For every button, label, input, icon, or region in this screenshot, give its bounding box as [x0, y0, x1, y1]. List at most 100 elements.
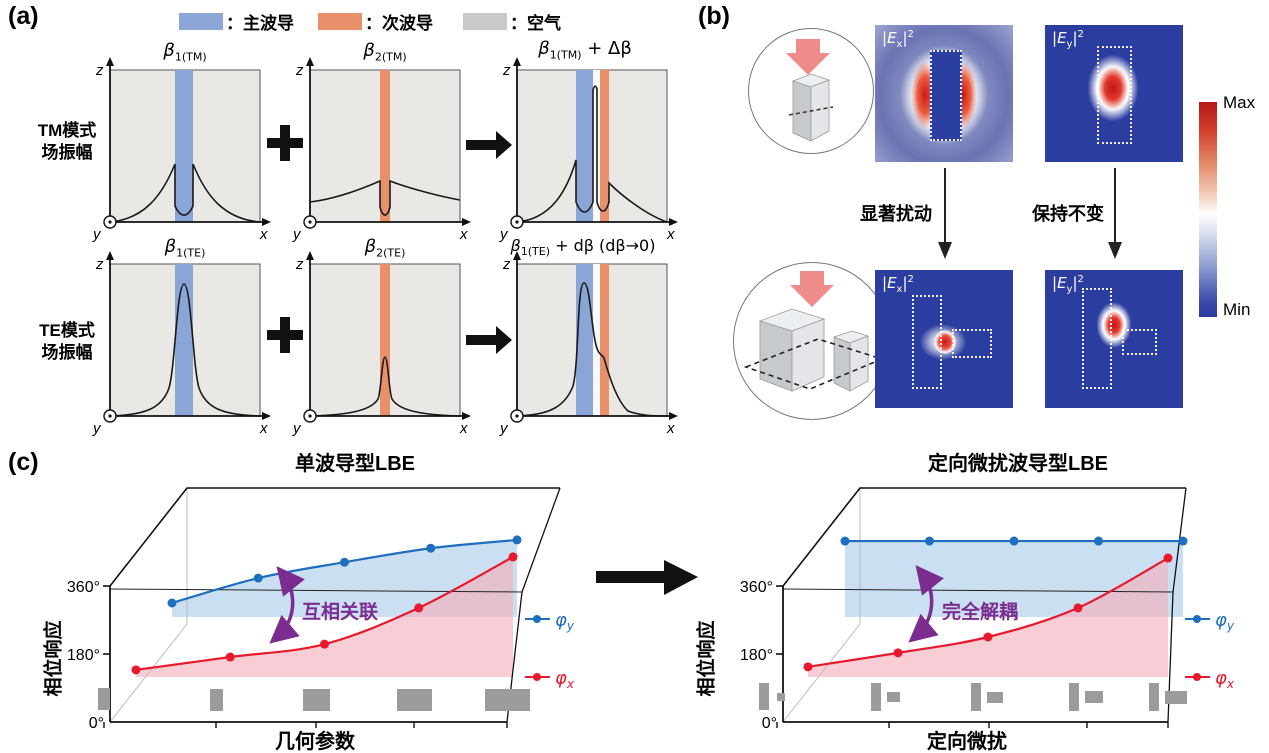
waveguide-outline [1097, 45, 1132, 145]
gap-stripe [593, 264, 600, 416]
decoupling-arrow-icon [908, 565, 944, 643]
z-axis-arrow-icon [306, 57, 314, 66]
x-axis-arrow-icon [462, 412, 471, 420]
svg-text:x: x [666, 226, 675, 242]
single-waveguide-3d-view [748, 28, 874, 154]
main-waveguide-outline [912, 294, 943, 389]
colorbar-max-label: Max [1223, 93, 1256, 112]
te-secondary-waveguide-plot: z x y [292, 251, 471, 436]
ex-intensity-map-single: |Ex|2 [875, 25, 1013, 162]
chart1-annotation: 互相关联 [302, 600, 378, 623]
ytick-360: 360° [740, 579, 773, 596]
svg-text:z: z [295, 62, 304, 79]
tm-coupled-plot: z x y [499, 57, 678, 242]
svg-text:y: y [92, 420, 102, 436]
te-perturbed-field-curve [516, 282, 668, 417]
colorbar [1199, 102, 1217, 317]
main-waveguide-outline [1082, 287, 1113, 389]
phase-response-chart-single: 0° 180° 360° 互相关联 φy φx [67, 487, 575, 732]
beta1-te-label: β1(TE) [164, 236, 206, 260]
beta2-te-label: β2(TE) [364, 236, 406, 260]
tm-field-curve [309, 179, 461, 216]
chart1-title: 单波导型LBE [295, 453, 415, 475]
te-main-waveguide-plot: z x y [92, 251, 271, 436]
svg-text:x: x [459, 226, 468, 242]
ey-map-label: |Ey|2 [1052, 29, 1084, 50]
ytick-0: 0° [89, 715, 104, 732]
te-field-curve [309, 356, 461, 417]
panel-c-label: (c) [8, 448, 39, 476]
secondary-waveguide-stripe [600, 264, 609, 416]
press-arrow-icon [786, 39, 830, 75]
unchanged-annotation: 保持不变 [1032, 204, 1104, 224]
svg-text:φy: φy [1215, 610, 1235, 633]
svg-text:φy: φy [555, 610, 575, 633]
legend-air: ：空气 [463, 9, 561, 34]
z-axis-arrow-icon [306, 251, 314, 260]
panel-a-label: (a) [8, 2, 39, 30]
main-waveguide-stripe [576, 264, 593, 416]
te-coupled-plot: z x y [499, 251, 678, 436]
svg-text:z: z [502, 62, 511, 79]
beta2-tm-label: β2(TM) [363, 40, 407, 64]
tm-secondary-waveguide-plot: z x y [292, 57, 471, 242]
perturbation-icons [759, 683, 1187, 711]
svg-text:y: y [292, 420, 302, 436]
down-arrow-icon [938, 168, 952, 259]
phase-response-chart-perturbed: 0° 180° 360° 完全解耦 φy φx [740, 487, 1235, 732]
svg-text:y: y [499, 226, 509, 242]
perturbation-outline [952, 329, 993, 359]
svg-text:z: z [502, 256, 511, 273]
main-waveguide-stripe [175, 70, 193, 222]
z-axis-arrow-icon [106, 57, 114, 66]
svg-text:x: x [459, 420, 468, 436]
perturbed-waveguide-3d-icon [743, 271, 885, 392]
svg-text:x: x [666, 420, 675, 436]
perturbation-outline [1122, 329, 1157, 356]
cross-section-line [788, 106, 834, 116]
ex-intensity-map-perturbed: |Ex|2 [875, 270, 1013, 408]
svg-text:x: x [259, 420, 268, 436]
ytick-180: 180° [740, 647, 773, 664]
chart2-title: 定向微扰波导型LBE [928, 453, 1108, 475]
svg-text:y: y [499, 420, 509, 436]
coupling-arrow-icon [269, 566, 305, 644]
svg-text:φx: φx [555, 668, 575, 691]
x-axis-arrow-icon [262, 218, 271, 226]
transform-arrow-icon [596, 560, 698, 595]
legend-secondary-waveguide: ：次波导 [318, 9, 433, 34]
chart1-legend: φy φx [525, 610, 575, 691]
secondary-waveguide-stripe [380, 70, 390, 222]
colorbar-min-label: Min [1223, 300, 1251, 319]
perturbed-annotation: 显著扰动 [860, 204, 932, 224]
arrow-right-icon [466, 131, 512, 159]
secondary-waveguide-stripe [600, 70, 609, 222]
down-arrow-icon [1108, 168, 1122, 259]
chart2-annotation: 完全解耦 [942, 600, 1018, 623]
tm-main-waveguide-plot: z x y [92, 57, 271, 242]
main-waveguide-stripe [175, 264, 193, 416]
plus-icon [267, 317, 303, 353]
beta1-tm-label: β1(TM) [163, 40, 207, 64]
ex-map-label: |Ex|2 [882, 29, 914, 50]
main-waveguide-stripe [576, 70, 593, 222]
x-axis-arrow-icon [462, 218, 471, 226]
x-axis-label: x [259, 226, 268, 242]
secondary-waveguide-swatch [318, 13, 362, 30]
single-waveguide-3d-icon [786, 39, 834, 142]
plus-icon [267, 125, 303, 161]
ey-intensity-map-perturbed: |Ey|2 [1045, 270, 1183, 408]
waveguide-outline [930, 49, 962, 142]
ytick-360: 360° [67, 579, 100, 596]
ey-intensity-map-single: |Ey|2 [1045, 25, 1183, 162]
ytick-180: 180° [67, 647, 100, 664]
tm-field-curve [109, 163, 261, 223]
perturbed-waveguide-3d-view [733, 262, 891, 420]
z-axis-arrow-icon [513, 57, 521, 66]
chart2-xlabel: 定向微扰 [927, 731, 1007, 753]
geometry-icons [98, 688, 530, 711]
x-axis-arrow-icon [262, 412, 271, 420]
main-waveguide-swatch [179, 13, 223, 30]
legend-main-waveguide: ：主波导 [179, 9, 294, 34]
secondary-waveguide-stripe [380, 264, 390, 416]
